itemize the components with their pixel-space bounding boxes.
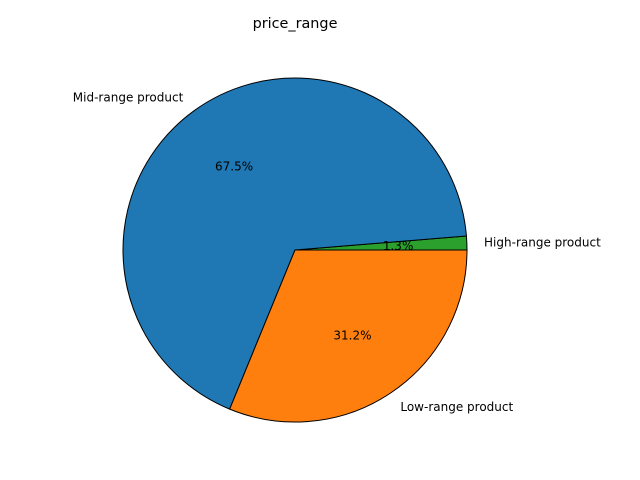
pie-slice-low-range-product bbox=[229, 249, 468, 423]
slice-label-mid-range-product: Mid-range product bbox=[73, 90, 184, 104]
slice-pct-high-range-product: 1.3% bbox=[383, 239, 414, 253]
slice-pct-low-range-product: 31.2% bbox=[333, 329, 371, 343]
slice-label-high-range-product: High-range product bbox=[484, 235, 601, 249]
slice-pct-mid-range-product: 67.5% bbox=[215, 160, 253, 174]
labels-layer: High-range product 1.3% Mid-range product 6… bbox=[73, 90, 601, 414]
slices-layer bbox=[122, 77, 468, 423]
slice-label-low-range-product: Low-range product bbox=[400, 400, 513, 414]
pie-slice-mid-range-product bbox=[122, 77, 467, 410]
chart-title: price_range bbox=[253, 16, 338, 32]
